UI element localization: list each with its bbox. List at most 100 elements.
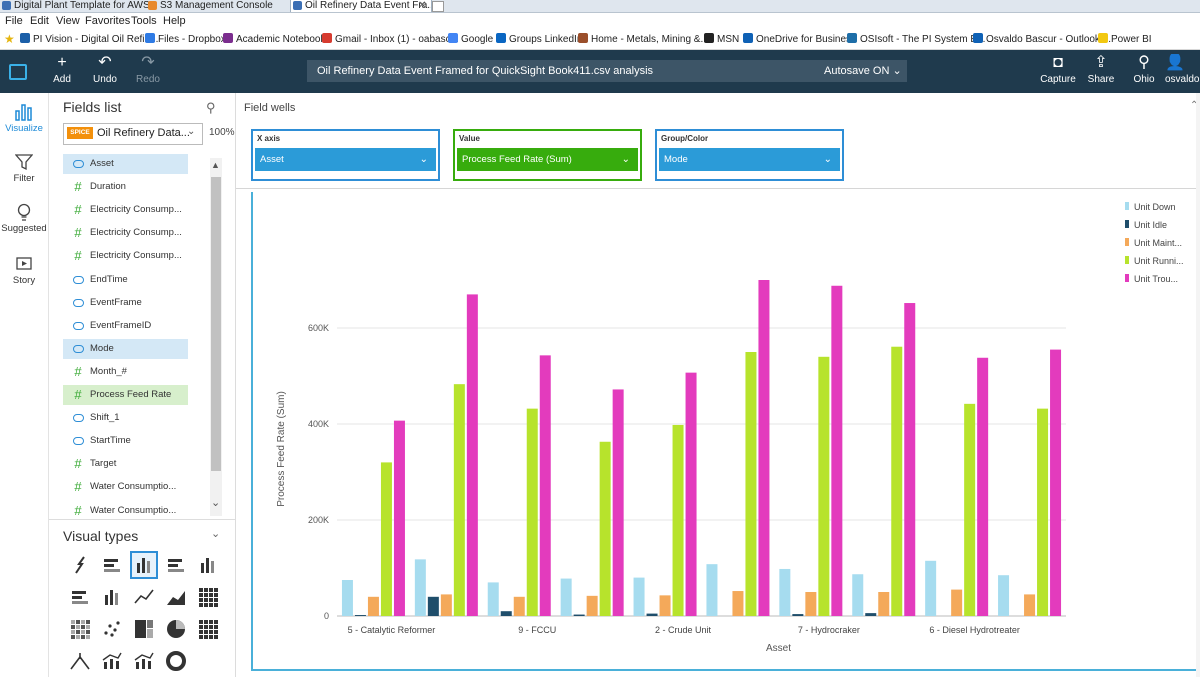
field-item[interactable]: # Water Consumptio... (63, 477, 188, 497)
close-tab-icon[interactable]: ✕ (418, 0, 427, 11)
menu-help[interactable]: Help (163, 15, 186, 27)
field-item[interactable]: Mode (63, 338, 188, 359)
bar[interactable] (380, 462, 392, 616)
tree-map-icon[interactable] (132, 617, 156, 641)
bar[interactable] (758, 280, 770, 616)
bar[interactable] (779, 568, 791, 616)
share-button[interactable]: ⇪ Share (1079, 54, 1123, 85)
field-item[interactable]: Asset (63, 154, 188, 174)
favorite-link[interactable]: Power BI (1098, 33, 1152, 46)
rail-story[interactable]: Story (0, 255, 48, 286)
browser-tab-active[interactable]: Oil Refinery Data Event Fra... (290, 0, 432, 12)
bar[interactable] (706, 564, 718, 616)
bar[interactable] (865, 613, 877, 616)
scrollbar-thumb[interactable] (211, 177, 221, 471)
bar[interactable] (354, 615, 366, 616)
autograph-icon[interactable] (68, 553, 92, 577)
bar[interactable] (805, 592, 817, 616)
bar[interactable] (977, 357, 989, 616)
rail-suggested[interactable]: Suggested (0, 203, 48, 234)
bar[interactable] (951, 589, 963, 616)
area-chart-icon[interactable] (164, 585, 188, 609)
favorite-link[interactable]: Groups LinkedIn (496, 33, 582, 46)
field-item[interactable]: EventFrameID (63, 316, 188, 336)
favorite-link[interactable]: OneDrive for Business (743, 33, 856, 46)
collapse-chevron-icon[interactable]: ⌃ (1190, 100, 1199, 111)
search-icon[interactable]: ⚲ (206, 100, 216, 115)
bar[interactable] (500, 611, 512, 616)
favorite-link[interactable]: Academic Notebook (223, 33, 326, 46)
bar[interactable] (998, 575, 1010, 616)
field-item[interactable]: # Target (63, 454, 188, 474)
bar[interactable] (745, 352, 757, 616)
bar[interactable] (487, 582, 499, 616)
bar[interactable] (466, 294, 478, 616)
bar[interactable] (1037, 408, 1049, 616)
bar[interactable] (831, 285, 843, 616)
menu-edit[interactable]: Edit (30, 15, 49, 27)
bar[interactable] (440, 594, 452, 616)
bar[interactable] (646, 613, 658, 616)
scatter-plot-icon[interactable] (100, 617, 124, 641)
favorite-link[interactable]: PI Vision - Digital Oil Refin... (20, 33, 158, 46)
bar[interactable] (659, 595, 671, 616)
kpi-icon[interactable] (68, 649, 92, 673)
combo-stacked-line-icon[interactable] (132, 649, 156, 673)
field-item[interactable]: StartTime (63, 431, 188, 451)
legend-label[interactable]: Unit Down (1134, 202, 1176, 212)
field-item[interactable]: # Electricity Consump... (63, 200, 188, 220)
legend-label[interactable]: Unit Maint... (1134, 238, 1182, 248)
combo-bar-line-icon[interactable] (100, 649, 124, 673)
bar[interactable] (573, 614, 585, 616)
favorite-link[interactable]: Gmail - Inbox (1) - oabasc... (322, 33, 459, 46)
field-item[interactable]: EventFrame (63, 293, 188, 313)
add-button[interactable]: + Add (40, 54, 84, 85)
chevron-down-icon[interactable]: ⌄ (211, 528, 221, 540)
value-field-button[interactable]: Process Feed Rate (Sum) ⌄ (457, 148, 638, 171)
field-item[interactable]: Shift_1 (63, 408, 188, 428)
field-item[interactable]: # Process Feed Rate (63, 385, 188, 405)
field-item[interactable]: # Electricity Consump... (63, 223, 188, 243)
favorite-link[interactable]: Google (448, 33, 493, 46)
field-item[interactable]: EndTime (63, 270, 188, 290)
visual-container[interactable]: 0 200K 400K 600K 5 - Catalytic Reformer 9 - F… (251, 192, 1198, 671)
bar[interactable] (792, 614, 804, 616)
menu-file[interactable]: File (5, 15, 23, 27)
x-axis-well[interactable]: X axis Asset ⌄ (251, 129, 440, 181)
favorite-link[interactable]: Osvaldo Bascur - Outlook ... (973, 33, 1111, 46)
bar[interactable] (904, 303, 916, 616)
bar[interactable] (1024, 594, 1036, 616)
analysis-title[interactable]: Oil Refinery Data Event Framed for Quick… (317, 65, 654, 77)
favorite-link[interactable]: Files - Dropbox (145, 33, 226, 46)
pie-chart-icon[interactable] (164, 617, 188, 641)
table-icon[interactable] (196, 617, 220, 641)
favorite-link[interactable]: MSN (704, 33, 739, 46)
bar[interactable] (513, 596, 525, 616)
legend-label[interactable]: Unit Runni... (1134, 256, 1184, 266)
heat-map-icon[interactable] (68, 617, 92, 641)
scroll-up-icon[interactable]: ▲ (211, 160, 220, 170)
bar[interactable] (964, 403, 976, 616)
donut-chart-icon[interactable] (164, 649, 188, 673)
vertical-bar-icon[interactable] (130, 551, 158, 579)
horizontal-stacked-bar-icon[interactable] (164, 553, 188, 577)
field-item[interactable]: # Water Consumptio... (63, 501, 188, 521)
group-color-well[interactable]: Group/Color Mode ⌄ (655, 129, 844, 181)
group-field-button[interactable]: Mode ⌄ (659, 148, 840, 171)
horizontal-100-bar-icon[interactable] (68, 585, 92, 609)
scroll-down-icon[interactable]: ⌄ (211, 497, 221, 509)
bar[interactable] (925, 560, 937, 616)
pivot-table-icon[interactable] (196, 585, 220, 609)
browser-tab[interactable]: S3 Management Console (146, 0, 300, 12)
bar[interactable] (367, 596, 379, 616)
new-tab-icon[interactable] (432, 1, 444, 12)
horizontal-bar-icon[interactable] (100, 553, 124, 577)
field-item[interactable]: # Electricity Consump... (63, 246, 188, 266)
user-menu-button[interactable]: 👤 osvaldo (1165, 54, 1200, 85)
menu-view[interactable]: View (56, 15, 80, 27)
bar[interactable] (818, 356, 830, 616)
chevron-down-icon[interactable]: ⌄ (187, 126, 196, 137)
bar[interactable] (393, 420, 405, 616)
bar-chart[interactable]: 0 200K 400K 600K 5 - Catalytic Reformer 9 - F… (253, 192, 1196, 669)
browser-tab[interactable]: Digital Plant Template for AWS... (0, 0, 157, 12)
